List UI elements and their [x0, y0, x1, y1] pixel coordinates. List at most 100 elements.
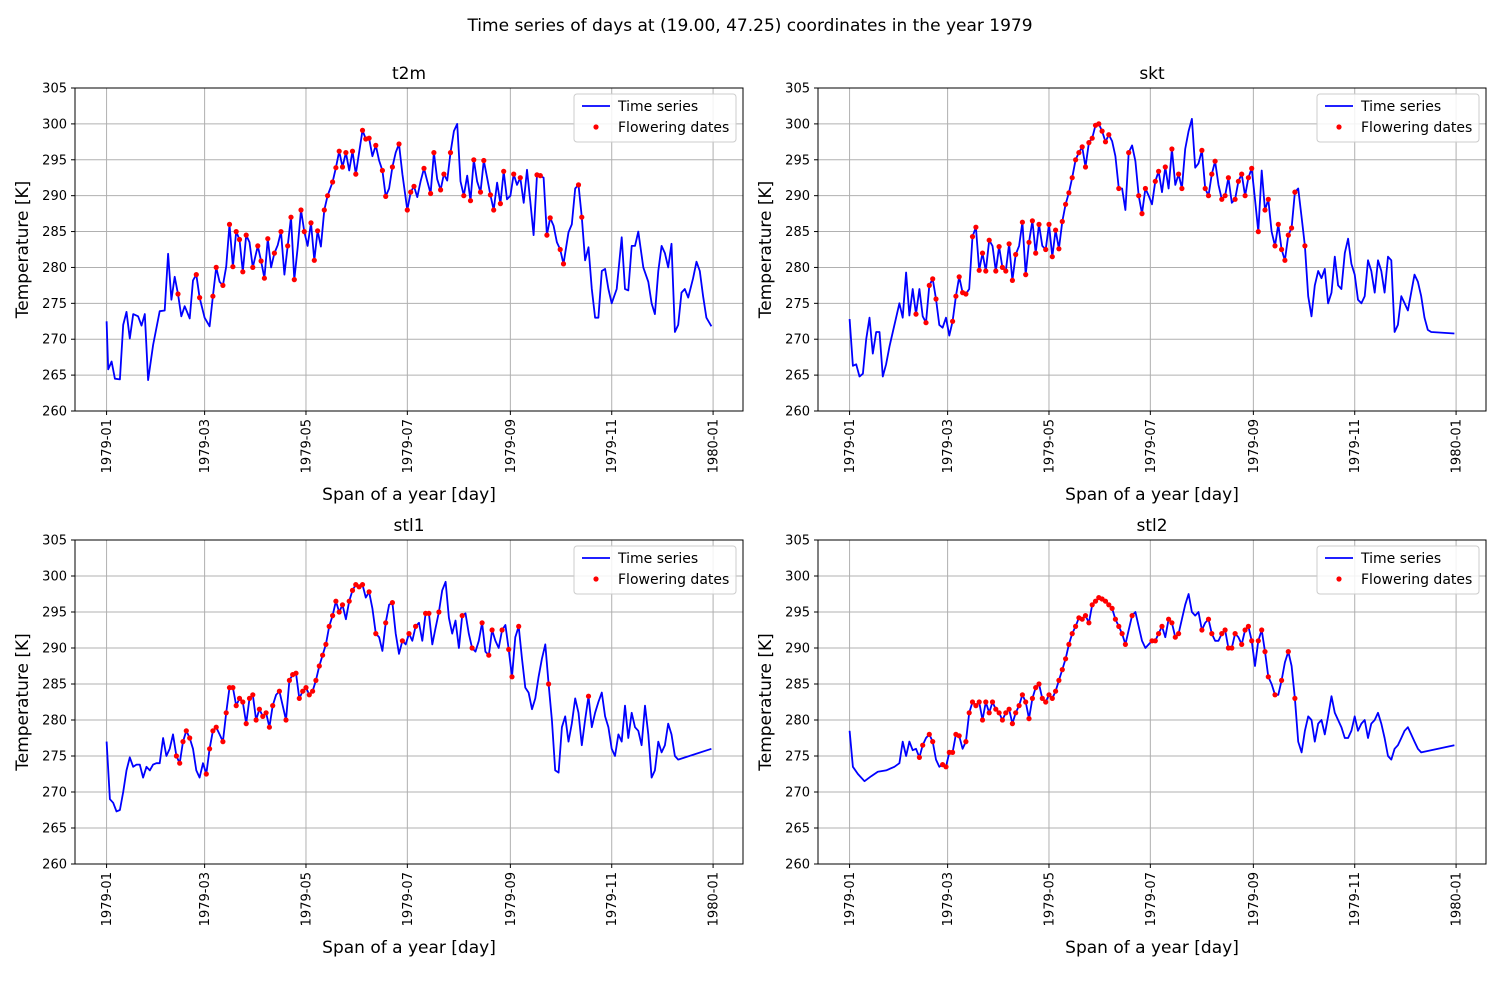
flowering-point	[1292, 695, 1298, 702]
subplot-skt: 260 265 270 275 280 285 290 295 300 305 1979-01 197…	[756, 64, 1487, 505]
flowering-point	[1099, 128, 1105, 134]
flowering-point	[923, 320, 929, 326]
flowering-point	[986, 237, 992, 243]
flowering-point	[316, 663, 322, 669]
flowering-point	[1129, 613, 1135, 619]
flowering-point	[320, 652, 326, 658]
flowering-point	[993, 706, 999, 712]
flowering-point	[366, 589, 372, 595]
flowering-point	[963, 291, 969, 297]
flowering-point	[1255, 638, 1261, 644]
flowering-point	[1019, 219, 1025, 225]
flowering-point	[1116, 185, 1122, 192]
flowering-point	[953, 293, 959, 299]
flowering-point	[210, 728, 216, 734]
flowering-point	[383, 620, 389, 626]
flowering-point	[499, 627, 505, 633]
figure-title: Time series of days at (19.00, 47.25) co…	[467, 16, 1033, 36]
legend-label-time-series: Time series	[1360, 99, 1441, 115]
flowering-point	[1003, 268, 1009, 274]
legend-swatch-dot	[1336, 576, 1342, 582]
x-tick-label: 1979-01	[100, 419, 115, 473]
y-tick-label: 285	[785, 678, 810, 693]
y-tick-label: 260	[42, 858, 67, 873]
flowering-point	[321, 207, 327, 213]
y-tick-label: 290	[785, 642, 810, 657]
y-tick-label: 270	[42, 333, 67, 348]
flowering-point	[300, 688, 306, 694]
flowering-point	[1079, 616, 1085, 622]
flowering-point	[1033, 250, 1039, 256]
flowering-point	[479, 620, 485, 626]
flowering-point	[963, 739, 969, 745]
flowering-point	[404, 207, 410, 213]
flowering-point	[1019, 692, 1025, 698]
flowering-point	[1159, 623, 1165, 630]
subplot-title: skt	[1139, 64, 1165, 84]
x-tick-label: 1979-03	[198, 872, 213, 926]
flowering-point	[240, 699, 246, 705]
legend: Time series Flowering dates	[573, 545, 737, 595]
flowering-point	[428, 190, 434, 197]
flowering-point	[1176, 631, 1182, 637]
flowering-point	[263, 710, 269, 716]
flowering-point	[431, 150, 437, 156]
flowering-point	[467, 198, 474, 204]
flowering-point	[969, 699, 976, 705]
flowering-point	[999, 717, 1006, 723]
flowering-point	[913, 311, 919, 317]
flowering-point	[1242, 627, 1248, 633]
flowering-point	[1262, 649, 1268, 655]
flowering-point	[1255, 229, 1261, 235]
legend: Time series Flowering dates	[1316, 545, 1480, 595]
flowering-point	[989, 699, 996, 705]
flowering-point	[1232, 196, 1238, 202]
flowering-point	[233, 703, 239, 709]
flowering-point	[255, 243, 261, 249]
flowering-point	[383, 193, 389, 199]
flowering-point	[969, 234, 976, 240]
flowering-point	[1043, 699, 1049, 705]
flowering-point	[426, 610, 432, 617]
series-line-time-series	[105, 123, 713, 381]
flowering-point	[459, 613, 465, 619]
y-tick-label: 285	[785, 225, 810, 240]
legend-label-flowering-dates: Flowering dates	[618, 572, 729, 588]
legend-swatch-dot	[593, 124, 599, 130]
axes-frame	[817, 87, 1487, 412]
x-tick-label: 1979-03	[941, 872, 956, 926]
flowering-point	[1089, 602, 1095, 608]
flowering-point	[260, 713, 266, 720]
flowering-point	[1033, 685, 1039, 691]
y-tick-label: 300	[785, 570, 810, 585]
y-axis-label: Temperature [K]	[13, 633, 33, 772]
flowering-point	[236, 695, 243, 702]
flowering-point	[1056, 246, 1062, 252]
flowering-point	[1242, 193, 1248, 199]
flowering-point	[1106, 602, 1112, 608]
flowering-point	[469, 645, 475, 651]
x-axis-label: Span of a year [day]	[1065, 938, 1239, 958]
flowering-point	[343, 150, 349, 156]
flowering-point	[1102, 139, 1109, 145]
y-axis-label: Temperature [K]	[756, 181, 776, 320]
flowering-point	[1082, 613, 1089, 619]
legend-label-flowering-dates: Flowering dates	[1361, 572, 1472, 588]
flowering-point	[487, 192, 493, 198]
flowering-point	[187, 735, 193, 741]
flowering-point	[1219, 631, 1225, 637]
series-line-time-series	[848, 118, 1455, 378]
flowering-point	[585, 693, 592, 699]
flowering-point	[506, 646, 512, 653]
y-tick-label: 295	[42, 606, 67, 621]
flowering-point	[313, 677, 319, 684]
flowering-point	[1046, 221, 1052, 227]
flowering-point	[301, 229, 307, 235]
y-tick-label: 265	[42, 369, 67, 384]
y-tick-label: 280	[785, 261, 810, 276]
flowering-point	[1292, 189, 1298, 195]
flowering-point	[950, 749, 956, 756]
flowering-point	[1199, 627, 1205, 633]
flowering-point	[983, 268, 989, 274]
flowering-point	[230, 264, 236, 270]
